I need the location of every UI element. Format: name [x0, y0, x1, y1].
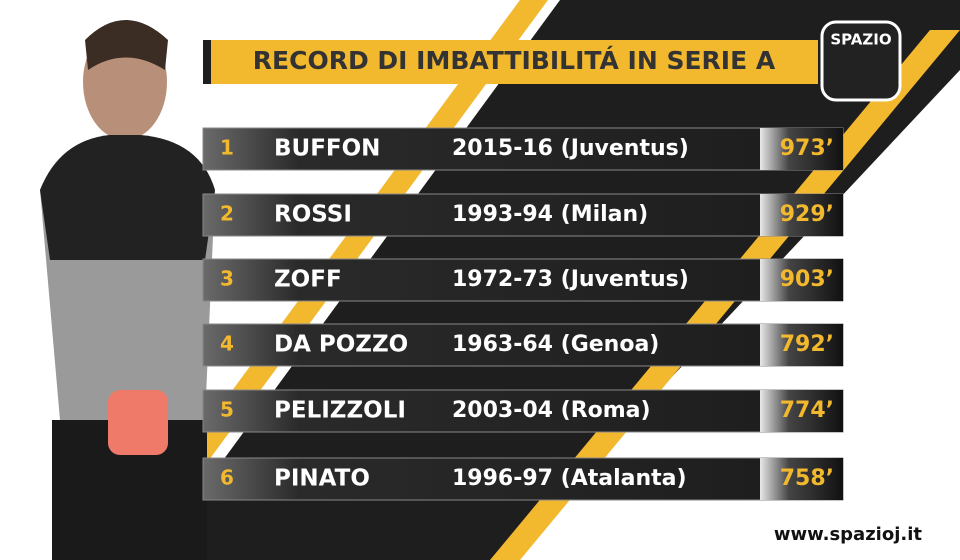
minutes: 758’ [780, 466, 834, 491]
season: 1993-94 (Milan) [452, 202, 648, 227]
player-name: PINATO [274, 466, 370, 492]
ranking-table: 1 BUFFON 2015-16 (Juventus) 973’ 2 ROSSI 1993-… [202, 127, 844, 501]
row-background [202, 457, 844, 501]
minutes-box [760, 458, 843, 500]
logo: SPAZIO [820, 20, 902, 102]
logo-text: SPAZIO [830, 31, 891, 49]
title: RECORD DI IMBATTIBILITÁ IN SERIE A [253, 46, 776, 75]
minutes-box [760, 259, 843, 301]
minutes-box [760, 390, 843, 432]
season: 1972-73 (Juventus) [452, 267, 689, 292]
minutes-box [760, 128, 843, 170]
minutes-box [760, 324, 843, 366]
player-name: BUFFON [274, 136, 380, 162]
season: 2015-16 (Juventus) [452, 136, 689, 161]
rank: 1 [220, 136, 234, 160]
minutes-box [760, 194, 843, 236]
player-name: PELIZZOLI [274, 398, 406, 424]
minutes: 774’ [780, 398, 834, 423]
season: 2003-04 (Roma) [452, 398, 651, 423]
player-name: DA POZZO [274, 332, 408, 358]
minutes: 973’ [780, 136, 834, 161]
row-background [202, 258, 844, 302]
row-background [202, 389, 844, 433]
rank: 4 [220, 332, 234, 356]
row-background [202, 127, 844, 171]
minutes: 903’ [780, 267, 834, 292]
footer-url: www.spazioj.it [774, 524, 923, 545]
season: 1996-97 (Atalanta) [452, 466, 687, 491]
rank: 5 [220, 398, 234, 422]
player-name: ROSSI [274, 202, 352, 228]
rank: 6 [220, 466, 234, 490]
rank: 2 [220, 202, 234, 226]
player-name: ZOFF [274, 267, 342, 293]
minutes: 792’ [780, 332, 834, 357]
rank: 3 [220, 267, 234, 291]
row-background [202, 323, 844, 367]
minutes: 929’ [780, 202, 834, 227]
title-banner: RECORD DI IMBATTIBILITÁ IN SERIE A [203, 40, 818, 84]
player-figure [40, 20, 215, 560]
season: 1963-64 (Genoa) [452, 332, 659, 357]
